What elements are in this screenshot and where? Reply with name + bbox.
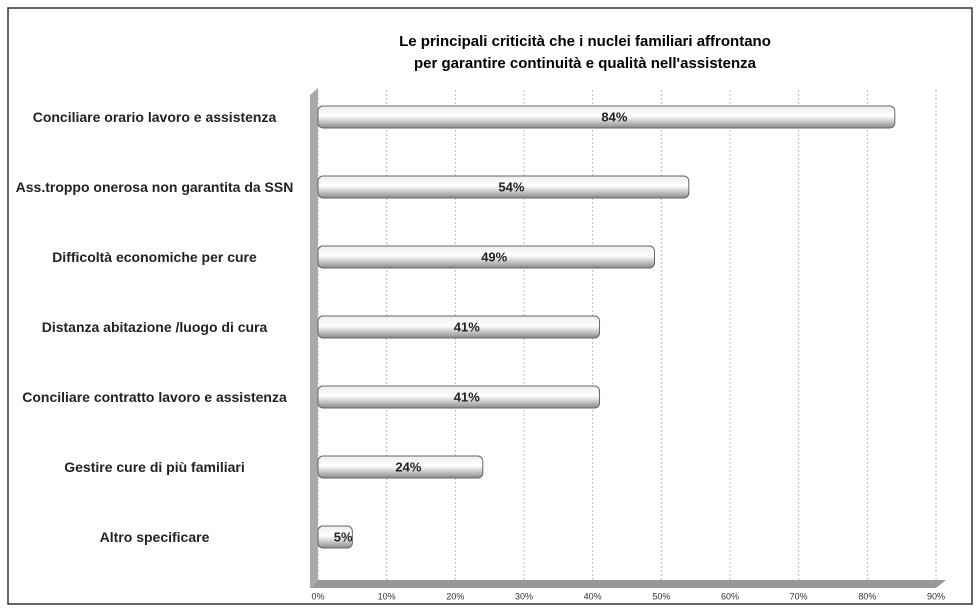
bar (317, 525, 353, 549)
data-label: 84% (601, 109, 627, 124)
x-tick-label: 40% (584, 591, 602, 601)
bar (317, 385, 601, 409)
y-tick-label: Conciliare contratto lavoro e assistenza (22, 389, 287, 405)
y-tick-label: Gestire cure di più familiari (64, 459, 245, 475)
data-label: 24% (395, 459, 421, 474)
y-tick-label: Ass.troppo onerosa non garantita da SSN (15, 179, 294, 195)
data-label: 49% (481, 249, 507, 264)
y-tick-label: Altro specificare (99, 529, 210, 545)
bar (317, 175, 690, 199)
side-wall (310, 88, 318, 588)
x-tick-label: 60% (721, 591, 739, 601)
x-tick-label: 20% (446, 591, 464, 601)
x-tick-label: 30% (515, 591, 533, 601)
y-tick-label: Conciliare orario lavoro e assistenza (32, 109, 277, 125)
data-label: 41% (454, 319, 480, 334)
chart-title: per garantire continuità e qualità nell'… (414, 55, 757, 72)
data-label: 5% (334, 529, 353, 544)
bar (317, 455, 484, 479)
y-tick-label: Difficoltà economiche per cure (52, 249, 257, 265)
x-tick-label: 50% (652, 591, 670, 601)
x-tick-label: 80% (858, 591, 876, 601)
x-tick-label: 70% (790, 591, 808, 601)
x-tick-label: 10% (378, 591, 396, 601)
frame (7, 7, 973, 605)
x-tick-label: 0% (311, 591, 324, 601)
bar (317, 105, 896, 129)
chart-title: Le principali criticità che i nuclei fam… (399, 33, 771, 50)
bar (317, 315, 601, 339)
x-tick-label: 90% (927, 591, 945, 601)
data-label: 41% (454, 389, 480, 404)
floor (310, 580, 946, 588)
data-label: 54% (498, 179, 524, 194)
bar (317, 245, 655, 269)
y-tick-label: Distanza abitazione /luogo di cura (41, 319, 268, 335)
